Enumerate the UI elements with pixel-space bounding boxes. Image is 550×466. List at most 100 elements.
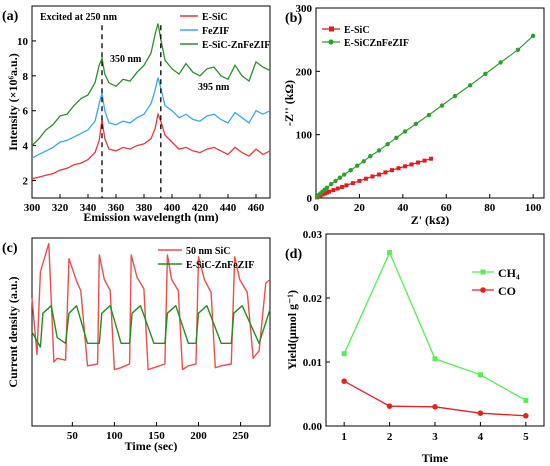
y-axis-label-d: Yield(μmol g⁻¹)	[285, 290, 299, 370]
x-tick-label-a-6: 420	[192, 202, 209, 214]
y-tick-label-b-1: 100	[296, 130, 313, 142]
legend-b: E-SiC E-SiCZnFeZIF	[322, 25, 409, 49]
series-lines-d	[341, 250, 529, 419]
marker-d-1-2	[432, 404, 438, 410]
y-axis-label-a: Intensity (×10⁶a.u.)	[6, 53, 20, 150]
marker-d-1-4	[523, 412, 529, 419]
x-tick-label-d-2: 3	[432, 431, 438, 443]
panel-d: (d) 1 2 3 4 5 0.00 0.01 0.02 0.03 CH₄ CO Time Yie…	[285, 229, 545, 465]
legend-marker-b-0	[329, 26, 334, 32]
series-line-b-1	[316, 35, 534, 198]
marker-b-1-13	[368, 154, 373, 159]
legend-marker-d-0	[480, 269, 486, 275]
x-tick-label-d-4: 5	[523, 431, 529, 443]
marker-b-0-18	[390, 168, 394, 173]
marker-b-0-13	[357, 178, 362, 183]
y-tick-label-d-0: 0.00	[303, 421, 323, 433]
legend-label-d-0: CH₄	[498, 266, 520, 280]
series-line-a-0	[31, 111, 271, 180]
marker-d-0-4	[523, 397, 529, 403]
marker-b-1-7	[333, 178, 338, 184]
marker-b-1-20	[439, 103, 445, 108]
marker-b-1-10	[348, 167, 353, 173]
x-tick-label-a-1: 320	[52, 202, 69, 214]
marker-b-1-22	[467, 83, 473, 88]
y-tick-label-b-3: 300	[296, 3, 313, 15]
marker-b-1-12	[361, 159, 366, 164]
marker-b-0-17	[383, 170, 388, 175]
x-tick-label-a-5: 400	[164, 202, 181, 214]
marker-d-0-0	[341, 351, 347, 357]
legend-marker-d-1	[480, 287, 486, 293]
marker-b-0-9	[335, 186, 340, 191]
marker-d-1-1	[386, 403, 393, 409]
axis-ticks-a: 300 320 340 360 380 400 420 440 460 2 4 6 8 10	[17, 36, 265, 214]
x-axis-label-c: Time (sec)	[125, 439, 178, 453]
legend-label-a-2: E-SiC-ZnFeZIF	[202, 40, 270, 51]
marker-b-1-6	[329, 181, 334, 187]
y-tick-label-d-2: 0.02	[303, 293, 323, 305]
series-line-c-1	[31, 305, 271, 348]
marker-b-0-15	[370, 174, 375, 179]
marker-b-1-15	[385, 141, 390, 147]
series-line-a-2	[31, 23, 271, 147]
marker-b-0-8	[331, 188, 336, 193]
x-tick-label-b-4: 80	[484, 202, 496, 214]
legend-label-a-1: FeZIF	[202, 26, 229, 37]
marker-b-0-7	[327, 189, 332, 194]
panel-label-c: (c)	[2, 241, 18, 256]
axis-ticks-b: 0 20 40 60 80 100 0 100 200 300	[296, 3, 542, 214]
x-tick-label-c-1: 100	[106, 430, 123, 442]
x-tick-label-c-0: 50	[67, 430, 79, 442]
series-lines-c	[31, 242, 271, 371]
series-lines-a	[31, 23, 271, 180]
x-tick-label-b-5: 100	[525, 202, 542, 214]
marker-b-0-4	[320, 192, 325, 197]
annotation-excitation: Excited at 250 nm	[40, 12, 118, 23]
marker-b-0-5	[322, 191, 327, 196]
x-tick-label-c-4: 250	[232, 430, 249, 442]
marker-b-1-8	[337, 175, 343, 180]
y-axis-label-b: -Z'' (kΩ)	[282, 80, 296, 126]
marker-b-1-5	[324, 185, 330, 191]
x-tick-label-c-2: 150	[148, 430, 165, 442]
x-tick-label-b-1: 20	[354, 202, 366, 214]
x-tick-label-b-0: 0	[313, 202, 319, 214]
panel-label-d: (d)	[285, 247, 302, 262]
series-line-d-1	[343, 380, 526, 417]
x-tick-label-a-7: 440	[220, 202, 237, 214]
marker-b-1-26	[530, 33, 536, 39]
legend-label-c-0: 50 nm SiC	[186, 246, 230, 257]
marker-b-0-14	[363, 176, 368, 181]
y-axis-label-c: Current density (a.u.)	[6, 276, 20, 387]
panel-label-b: (b)	[285, 11, 302, 26]
peak-markers-a	[101, 25, 162, 198]
marker-b-1-25	[515, 47, 521, 52]
legend-label-a-0: E-SiC	[202, 12, 228, 23]
marker-d-1-0	[341, 378, 347, 385]
legend-a: E-SiC FeZIF E-SiC-ZnFeZIF	[180, 12, 270, 51]
legend-marker-b-1	[328, 39, 334, 45]
plot-frame-c	[31, 237, 271, 427]
panel-a: (a) 300 320 340 360 380 400 420 440 460 2 4 6 8 10 Ex…	[2, 5, 271, 224]
x-tick-label-a-0: 300	[24, 202, 41, 214]
marker-b-0-21	[409, 162, 414, 167]
marker-d-0-1	[387, 250, 393, 256]
x-tick-label-a-4: 380	[136, 202, 153, 214]
plot-frame-a	[31, 5, 271, 199]
y-tick-label-b-2: 200	[296, 66, 313, 78]
marker-b-1-9	[342, 172, 347, 177]
y-tick-label-a-3: 8	[23, 71, 29, 83]
plot-frame-d	[325, 233, 545, 427]
x-tick-label-b-2: 40	[397, 202, 409, 214]
axis-ticks-c: 50 100 150 200 250	[67, 422, 249, 442]
y-tick-label-a-4: 10	[17, 36, 29, 48]
y-tick-label-d-1: 0.01	[303, 357, 322, 369]
marker-b-0-12	[350, 181, 355, 186]
x-tick-label-d-1: 2	[387, 431, 393, 443]
axis-ticks-d: 1 2 3 4 5 0.00 0.01 0.02 0.03	[303, 229, 529, 443]
legend-label-b-0: E-SiC	[344, 25, 370, 36]
peak-label-350: 350 nm	[110, 54, 142, 65]
y-tick-label-d-3: 0.03	[303, 229, 323, 241]
